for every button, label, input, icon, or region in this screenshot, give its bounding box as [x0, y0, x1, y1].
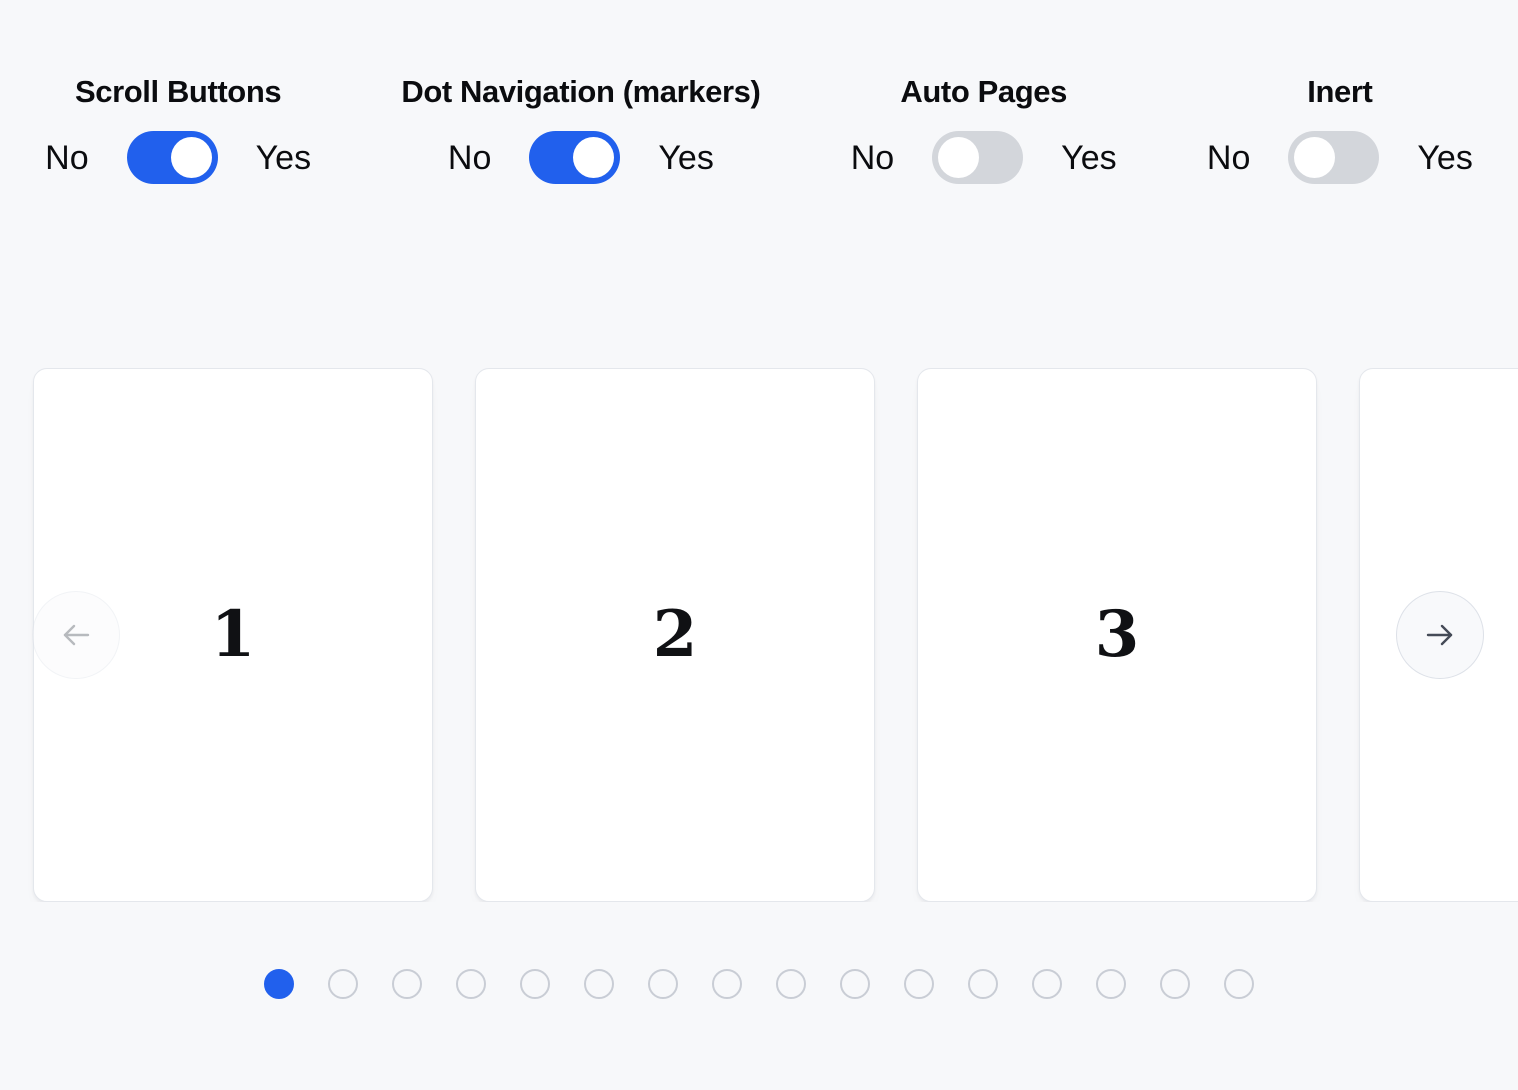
toggle-knob — [938, 137, 980, 178]
dot[interactable] — [392, 969, 422, 999]
dot[interactable] — [904, 969, 934, 999]
dot[interactable] — [968, 969, 998, 999]
carousel-track: 1 2 3 4 — [0, 368, 1518, 902]
dot[interactable] — [712, 969, 742, 999]
dot[interactable] — [328, 969, 358, 999]
control-dot-navigation: Dot Navigation (markers) No Yes — [401, 74, 761, 184]
dot[interactable] — [1032, 969, 1062, 999]
control-inert: Inert No Yes — [1207, 74, 1473, 184]
slide-number: 3 — [1094, 597, 1140, 672]
toggle-on-label: Yes — [658, 138, 714, 177]
dot[interactable] — [840, 969, 870, 999]
control-row: No Yes — [448, 131, 714, 184]
control-row: No Yes — [851, 131, 1117, 184]
next-slide-button[interactable] — [1396, 591, 1484, 679]
dot[interactable] — [1160, 969, 1190, 999]
toggle-knob — [170, 137, 212, 178]
toggle-on-label: Yes — [255, 138, 312, 177]
toggle-on-label: Yes — [1417, 138, 1473, 177]
prev-slide-button[interactable] — [32, 591, 120, 679]
dot[interactable] — [456, 969, 486, 999]
dot-navigation-toggle[interactable] — [529, 131, 621, 184]
dot[interactable] — [1224, 969, 1254, 999]
control-title-inert: Inert — [1307, 74, 1373, 109]
control-auto-pages: Auto Pages No Yes — [851, 74, 1117, 184]
toggle-off-label: No — [447, 138, 492, 177]
carousel: 1 2 3 4 — [0, 368, 1518, 902]
dot-active[interactable] — [264, 969, 294, 999]
toggle-on-label: Yes — [1061, 138, 1117, 177]
dot[interactable] — [648, 969, 678, 999]
dot[interactable] — [520, 969, 550, 999]
control-row: No Yes — [45, 131, 311, 184]
control-title-dot-navigation: Dot Navigation (markers) — [401, 74, 761, 109]
control-row: No Yes — [1207, 131, 1473, 184]
dot[interactable] — [776, 969, 806, 999]
scroll-buttons-toggle[interactable] — [126, 131, 218, 184]
toggle-off-label: No — [1206, 138, 1251, 177]
carousel-demo-page: Scroll Buttons No Yes Dot Navigation (ma… — [0, 0, 1518, 999]
arrow-right-icon — [1421, 616, 1459, 654]
toggle-off-label: No — [850, 138, 895, 177]
dot[interactable] — [584, 969, 614, 999]
slide-2: 2 — [475, 368, 875, 902]
toggle-knob — [573, 137, 615, 178]
slide-number: 2 — [652, 597, 698, 672]
slide-number: 1 — [210, 597, 256, 672]
carousel-viewport[interactable]: 1 2 3 4 — [0, 368, 1518, 902]
toggle-off-label: No — [45, 138, 89, 177]
control-title-scroll-buttons: Scroll Buttons — [74, 74, 282, 109]
controls-bar: Scroll Buttons No Yes Dot Navigation (ma… — [0, 0, 1518, 184]
inert-toggle[interactable] — [1288, 131, 1380, 184]
slide-3: 3 — [917, 368, 1317, 902]
toggle-knob — [1294, 137, 1336, 178]
control-scroll-buttons: Scroll Buttons No Yes — [45, 74, 311, 184]
dot-navigation — [0, 969, 1518, 999]
control-title-auto-pages: Auto Pages — [900, 74, 1067, 109]
arrow-left-icon — [57, 616, 95, 654]
dot[interactable] — [1096, 969, 1126, 999]
auto-pages-toggle[interactable] — [932, 131, 1024, 184]
